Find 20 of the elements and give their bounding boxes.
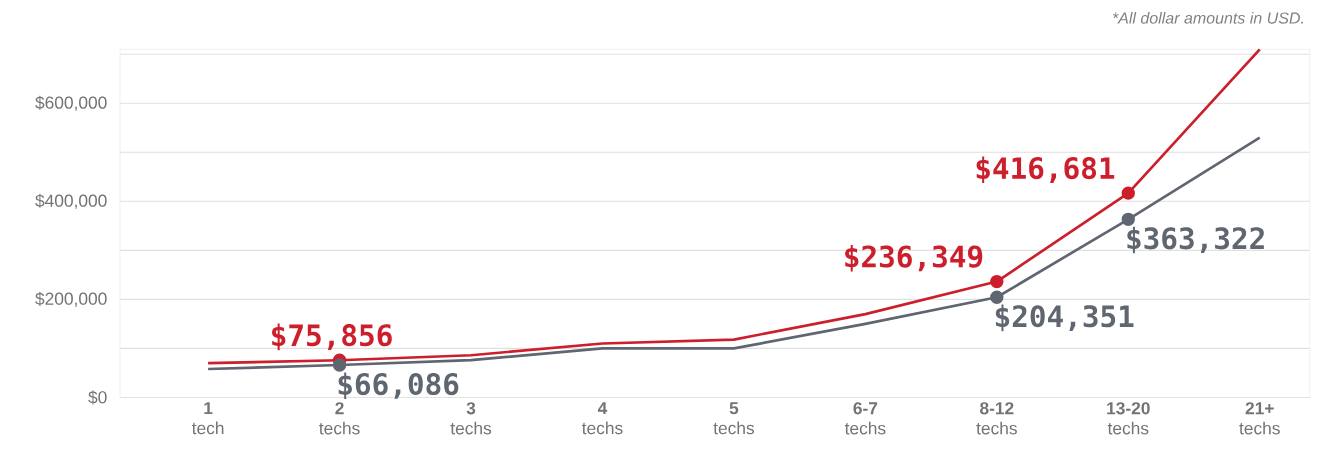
- x-tick-label: 13-20 techs: [1107, 402, 1150, 435]
- x-tick-label: 1 tech: [191, 402, 224, 435]
- data-label: $236,349: [845, 244, 983, 272]
- x-tick-label: 8-12 techs: [976, 402, 1017, 435]
- x-tick-label: 3 techs: [450, 402, 492, 435]
- text: *All dollar amounts in USD.: [1112, 11, 1303, 24]
- data-label: $75,856: [272, 323, 392, 351]
- x-tick-label: 21+ techs: [1239, 402, 1280, 435]
- x-tick-label: 2 techs: [319, 402, 360, 435]
- x-tick-label: 4 techs: [582, 402, 623, 435]
- y-tick-label: $600,000: [35, 95, 107, 111]
- y-tick-label: $200,000: [35, 291, 107, 307]
- data-label: $416,681: [976, 156, 1115, 184]
- x-tick-label: 6-7 techs: [844, 402, 886, 435]
- data-label: $66,086: [338, 372, 459, 399]
- y-tick-label: $400,000: [35, 193, 107, 209]
- data-label: $363,322: [1127, 226, 1264, 254]
- x-tick-label: 5 techs: [713, 402, 755, 435]
- data-label: $204,351: [995, 304, 1134, 332]
- y-tick-label: $0: [88, 390, 107, 405]
